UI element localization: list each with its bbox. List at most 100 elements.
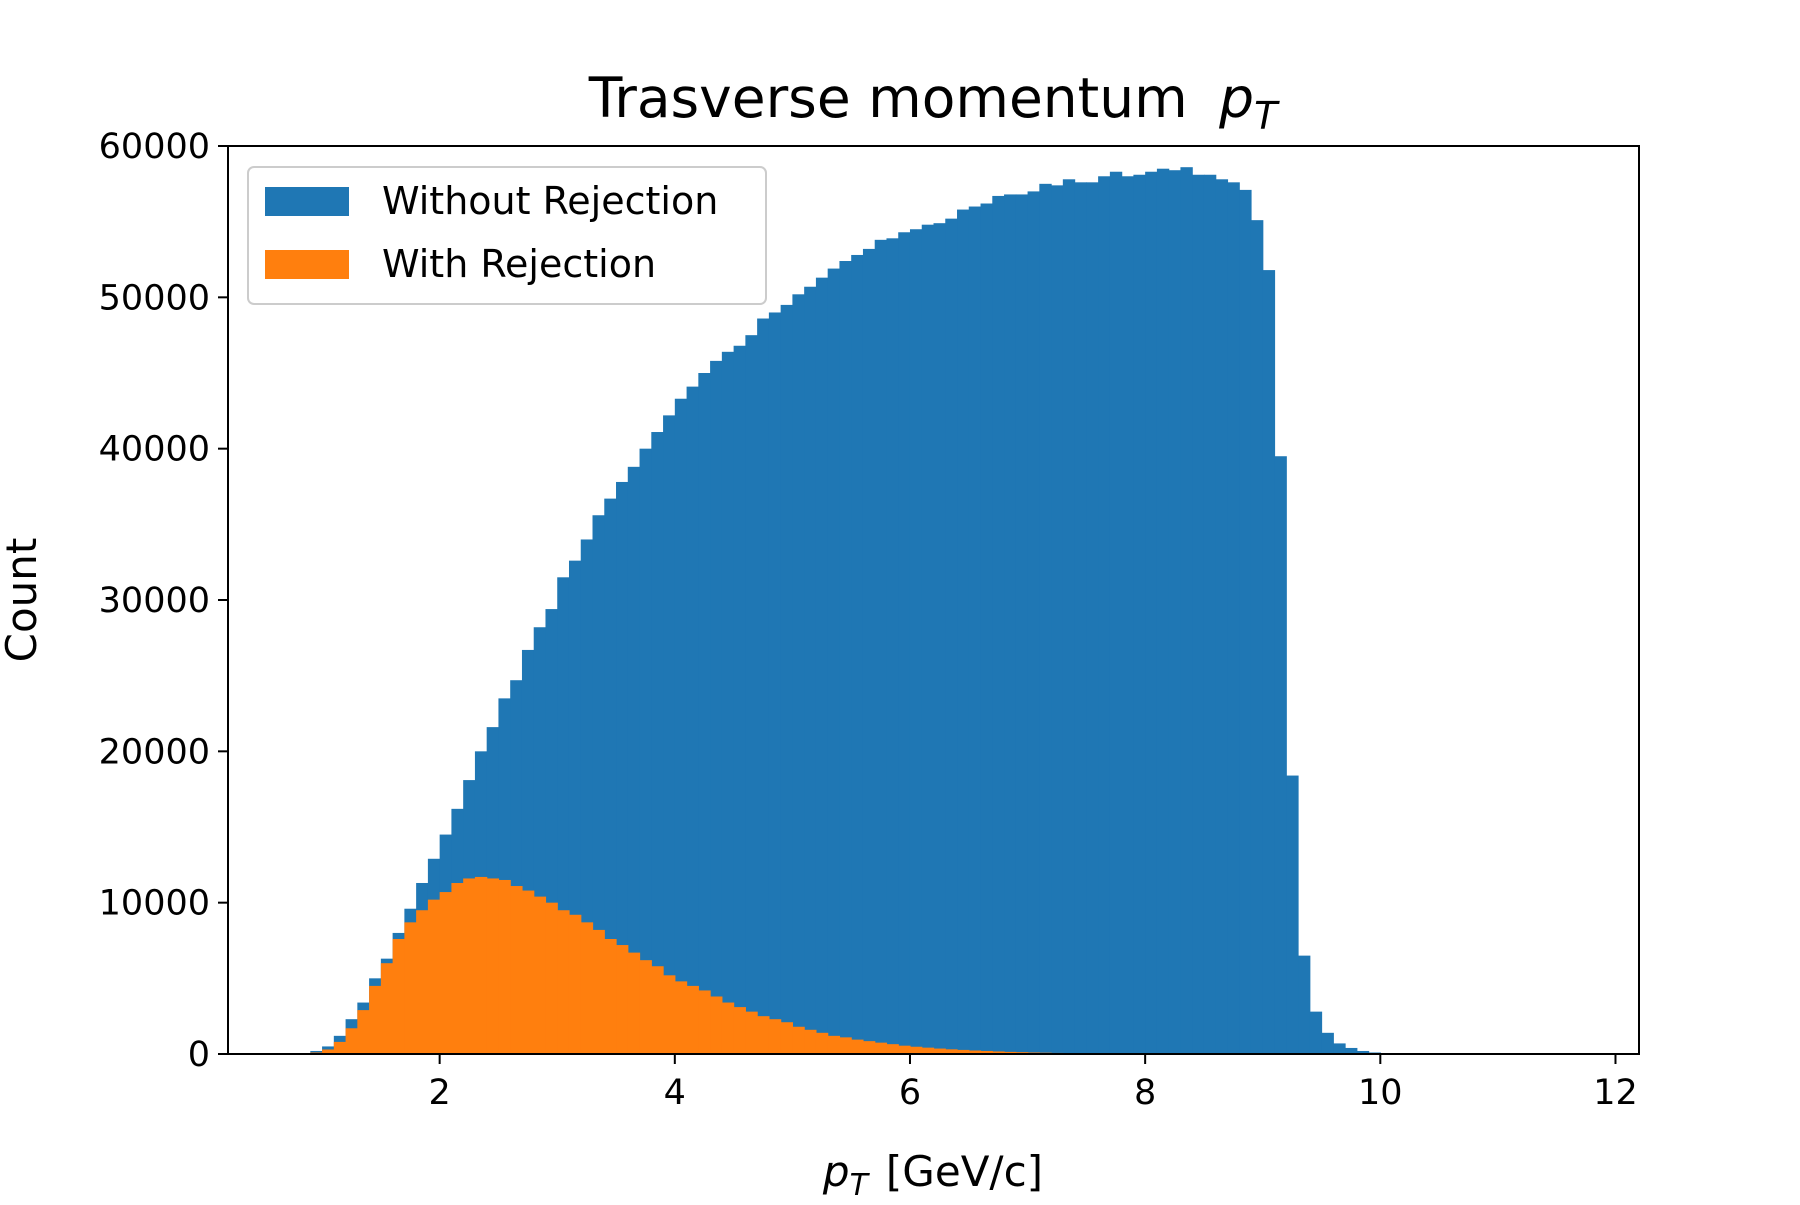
- bar-with-rejection: [698, 990, 710, 1054]
- bar-with-rejection: [851, 1040, 863, 1054]
- bar-without-rejection: [886, 238, 898, 1054]
- bar-with-rejection: [545, 903, 557, 1054]
- chart-title-text: Trasverse momentum: [588, 66, 1188, 130]
- bar-without-rejection: [651, 432, 663, 1054]
- bar-without-rejection: [992, 196, 1004, 1054]
- bar-without-rejection: [792, 294, 804, 1054]
- bar-without-rejection: [1192, 175, 1204, 1054]
- legend-label-without-rejection: Without Rejection: [382, 179, 718, 223]
- bar-without-rejection: [1333, 1043, 1345, 1054]
- legend-swatch-without-rejection: [265, 187, 349, 216]
- bar-with-rejection: [757, 1016, 769, 1054]
- bar-without-rejection: [769, 312, 781, 1054]
- bar-with-rejection: [875, 1043, 887, 1054]
- x-tick-label: 2: [429, 1073, 451, 1113]
- bar-without-rejection: [1075, 182, 1087, 1054]
- bar-with-rejection: [675, 981, 687, 1054]
- y-tick-label: 20000: [99, 732, 210, 772]
- bar-with-rejection: [640, 960, 652, 1054]
- bar-without-rejection: [851, 255, 863, 1054]
- bar-with-rejection: [404, 922, 416, 1054]
- y-tick-label: 60000: [99, 127, 210, 167]
- bar-without-rejection: [1051, 185, 1063, 1054]
- bar-with-rejection: [616, 945, 628, 1054]
- bar-with-rejection: [828, 1036, 840, 1054]
- bar-without-rejection: [663, 415, 675, 1054]
- bar-without-rejection: [1063, 179, 1075, 1054]
- bar-with-rejection: [534, 897, 546, 1054]
- x-tick-label: 8: [1134, 1073, 1156, 1113]
- bar-with-rejection: [346, 1028, 358, 1054]
- bar-without-rejection: [1004, 194, 1016, 1054]
- bar-with-rejection: [581, 922, 593, 1054]
- y-tick-label: 30000: [99, 581, 210, 621]
- bar-with-rejection: [745, 1012, 757, 1054]
- bar-with-rejection: [428, 900, 440, 1054]
- bar-with-rejection: [886, 1044, 898, 1054]
- bar-with-rejection: [839, 1037, 851, 1054]
- bar-with-rejection: [416, 910, 428, 1054]
- bar-with-rejection: [710, 996, 722, 1054]
- bar-with-rejection: [440, 892, 452, 1054]
- bar-without-rejection: [1086, 182, 1098, 1054]
- x-tick-label: 6: [899, 1073, 921, 1113]
- bar-without-rejection: [875, 240, 887, 1054]
- bar-without-rejection: [1216, 179, 1228, 1054]
- bar-without-rejection: [1157, 169, 1169, 1054]
- x-axis-title-symbol: p: [822, 1147, 850, 1196]
- bar-without-rejection: [1016, 194, 1028, 1054]
- bar-without-rejection: [722, 352, 734, 1054]
- bar-without-rejection: [1263, 270, 1275, 1054]
- bar-with-rejection: [663, 975, 675, 1054]
- bar-with-rejection: [604, 939, 616, 1054]
- bar-with-rejection: [463, 878, 475, 1054]
- bar-without-rejection: [1274, 456, 1286, 1054]
- legend-swatch-with-rejection: [265, 250, 349, 279]
- bar-without-rejection: [910, 229, 922, 1054]
- bar-without-rejection: [734, 346, 746, 1054]
- x-tick-label: 10: [1358, 1073, 1403, 1113]
- bar-without-rejection: [828, 269, 840, 1054]
- bar-without-rejection: [804, 287, 816, 1054]
- y-tick-label: 0: [188, 1035, 210, 1075]
- bar-with-rejection: [381, 963, 393, 1054]
- bar-without-rejection: [816, 278, 828, 1054]
- bar-without-rejection: [1110, 172, 1122, 1054]
- bar-without-rejection: [981, 204, 993, 1054]
- bar-with-rejection: [722, 1003, 734, 1054]
- bar-without-rejection: [1028, 191, 1040, 1054]
- bar-with-rejection: [334, 1042, 346, 1054]
- y-tick-label: 50000: [99, 278, 210, 318]
- bar-without-rejection: [1310, 1012, 1322, 1054]
- bar-with-rejection: [475, 877, 487, 1054]
- bar-with-rejection: [569, 915, 581, 1054]
- bar-without-rejection: [710, 361, 722, 1054]
- bar-without-rejection: [687, 387, 699, 1054]
- legend: Without Rejection With Rejection: [248, 167, 766, 304]
- bar-with-rejection: [863, 1041, 875, 1054]
- x-axis-title-symbol-sub: T: [850, 1168, 871, 1200]
- bar-without-rejection: [745, 335, 757, 1054]
- bar-without-rejection: [898, 232, 910, 1054]
- legend-label-with-rejection: With Rejection: [382, 242, 656, 286]
- bar-with-rejection: [687, 986, 699, 1054]
- bar-without-rejection: [1322, 1033, 1334, 1054]
- bar-without-rejection: [1098, 176, 1110, 1054]
- bar-without-rejection: [757, 319, 769, 1054]
- bar-with-rejection: [781, 1022, 793, 1054]
- bar-without-rejection: [1180, 167, 1192, 1054]
- bar-without-rejection: [839, 261, 851, 1054]
- bar-with-rejection: [393, 939, 405, 1054]
- bar-with-rejection: [769, 1019, 781, 1054]
- bar-without-rejection: [1039, 184, 1051, 1054]
- bar-without-rejection: [863, 249, 875, 1054]
- bar-with-rejection: [734, 1007, 746, 1054]
- x-tick-label: 4: [664, 1073, 686, 1113]
- bar-with-rejection: [510, 886, 522, 1054]
- bar-without-rejection: [1286, 776, 1298, 1054]
- bar-with-rejection: [451, 883, 463, 1054]
- x-tick-label: 12: [1593, 1073, 1638, 1113]
- bar-with-rejection: [898, 1046, 910, 1054]
